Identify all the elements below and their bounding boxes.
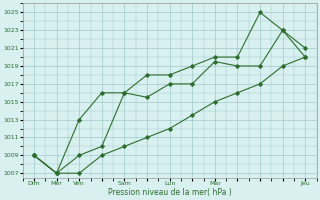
X-axis label: Pression niveau de la mer( hPa ): Pression niveau de la mer( hPa ) [108, 188, 231, 197]
